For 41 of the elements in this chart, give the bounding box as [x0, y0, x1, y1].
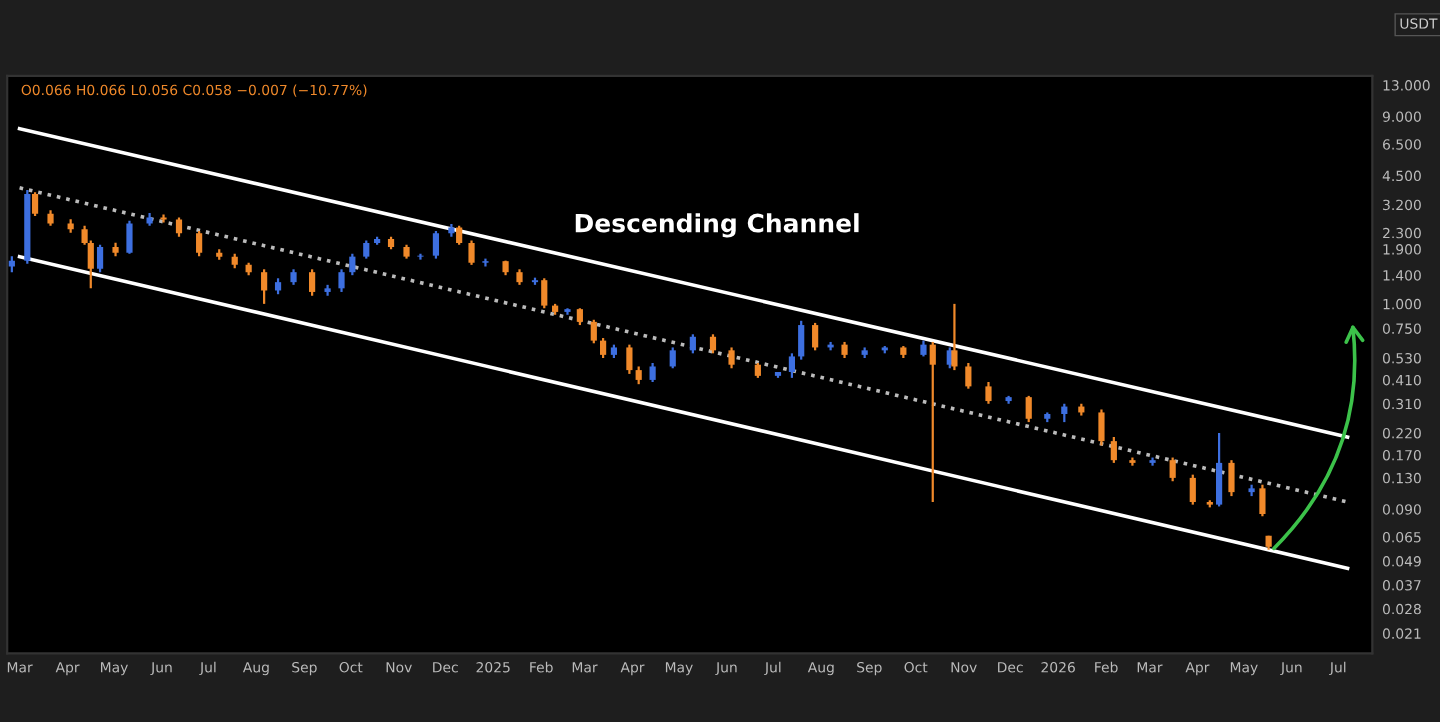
candlestick — [1169, 456, 1176, 483]
candlestick — [126, 219, 133, 255]
candlestick — [1098, 408, 1105, 447]
candlestick — [709, 333, 717, 355]
candlestick — [1061, 402, 1068, 424]
candlestick — [309, 268, 316, 297]
candlestick — [456, 224, 463, 246]
candlestick — [175, 216, 183, 238]
candlestick — [1189, 473, 1196, 506]
candlestick — [626, 343, 633, 376]
candlestick — [669, 346, 676, 370]
candlestick — [363, 239, 370, 260]
candlestick — [599, 336, 607, 360]
candlestick — [349, 252, 356, 277]
candlestick — [96, 243, 104, 274]
candlestick — [196, 229, 203, 258]
candlestick — [728, 346, 735, 370]
candlestick — [1228, 459, 1235, 498]
candlestick — [812, 321, 819, 352]
candlestick — [985, 380, 992, 405]
candlestick — [1259, 483, 1266, 518]
candlestick — [798, 319, 805, 361]
candlestick — [929, 340, 936, 504]
candlestick — [590, 318, 597, 345]
candlestick — [649, 361, 656, 384]
candlestick — [31, 191, 39, 218]
candlestick — [689, 333, 696, 355]
candlestick — [417, 252, 424, 261]
annotation: Descending Channel — [575, 213, 859, 238]
candlestick — [338, 268, 345, 294]
candlestick — [788, 352, 796, 379]
candlestick — [541, 277, 548, 310]
candlestick — [1216, 431, 1223, 508]
candlestick — [951, 302, 958, 372]
candlestick — [482, 257, 489, 268]
candlestick — [1110, 435, 1117, 464]
candlestick — [965, 361, 972, 390]
candlestick — [1025, 394, 1032, 424]
candlestick — [468, 239, 475, 266]
candlestick — [261, 268, 268, 305]
candlestick — [432, 229, 440, 260]
